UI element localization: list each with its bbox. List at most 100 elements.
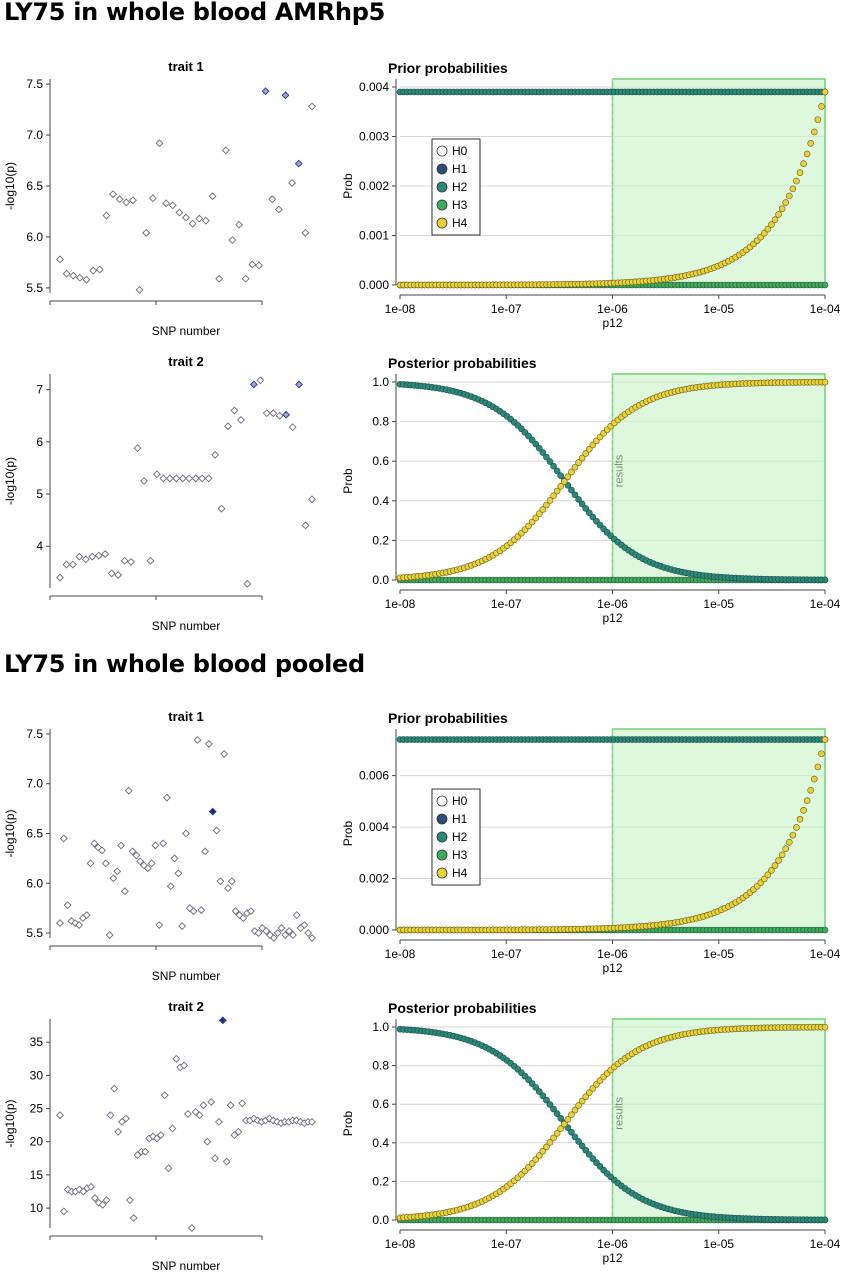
snp-point <box>166 882 175 891</box>
snp-point <box>62 560 71 569</box>
h4-point <box>760 229 768 237</box>
x-tick-label: 1e-06 <box>597 1237 628 1251</box>
highlighted-snp-point <box>249 380 258 389</box>
snp-point <box>201 847 210 856</box>
snp-point <box>82 911 91 920</box>
y-tick-label: 0.000 <box>359 278 389 292</box>
h4-point <box>557 1125 565 1132</box>
h4-point <box>760 875 768 883</box>
snp-point <box>164 1164 173 1173</box>
snp-point <box>185 474 194 483</box>
snp-point <box>211 1154 220 1163</box>
y-tick-label: 0.002 <box>359 872 389 886</box>
h2-point <box>553 1110 561 1117</box>
snp-point <box>165 474 174 483</box>
h2-point <box>546 1101 554 1108</box>
snp-point <box>255 261 263 270</box>
snp-point <box>172 1054 181 1063</box>
highlighted-snp-point <box>295 380 304 389</box>
snp-point <box>148 194 157 203</box>
y-tick-label: 25 <box>30 1102 44 1116</box>
snp-point <box>184 1109 192 1118</box>
plot-title: Prior probabilities <box>388 710 508 726</box>
snp-point <box>94 551 103 560</box>
h4-point <box>782 199 790 206</box>
h2-point <box>821 1216 829 1224</box>
x-tick-label: 1e-07 <box>491 597 522 611</box>
y-tick-label: 6 <box>36 435 43 449</box>
y-tick-label: 1.0 <box>372 375 389 389</box>
legend-label: H0 <box>452 794 468 808</box>
h4-point <box>771 862 779 869</box>
snp-point <box>102 211 111 220</box>
highlighted-snp-point <box>282 410 291 419</box>
snp-point <box>135 286 144 294</box>
vline-label: results <box>614 454 626 487</box>
x-tick-label: 1e-05 <box>703 597 734 611</box>
h4-point <box>546 497 554 504</box>
h4-point <box>546 1139 554 1146</box>
snp-point <box>109 874 118 883</box>
snp-point <box>56 919 64 928</box>
x-tick-label: 1e-04 <box>810 302 841 316</box>
h4-point <box>564 1116 572 1123</box>
prior-probabilities-amrhp5: Prior probabilities 0.000 0.001 0.002 0.003 0… <box>341 60 841 330</box>
y-tick-label: 15 <box>30 1168 44 1182</box>
snp-point <box>59 1207 68 1216</box>
h4-point <box>532 1156 540 1163</box>
h4-point <box>818 103 825 110</box>
snp-point <box>63 901 72 910</box>
h2-point <box>553 467 561 475</box>
y-tick-label: 5.5 <box>26 926 43 940</box>
h3-point <box>821 281 829 289</box>
snp-point <box>224 422 232 431</box>
snp-point <box>208 192 217 201</box>
y-tick-label: 7.5 <box>26 727 43 741</box>
h4-point <box>589 441 597 449</box>
snp-point <box>75 921 84 929</box>
snp-point <box>227 877 236 886</box>
h2-point <box>532 440 540 448</box>
legend-label: H3 <box>452 198 468 212</box>
snp-point <box>308 495 316 504</box>
h4-point <box>800 807 807 814</box>
h2-point <box>821 576 829 584</box>
y-tick-label: 6.5 <box>26 827 43 841</box>
snp-point <box>241 274 250 283</box>
snp-point <box>308 1117 316 1126</box>
snp-point <box>140 861 148 870</box>
y-axis-label: Prob <box>341 1111 355 1137</box>
h2-point <box>532 1084 540 1091</box>
snp-point <box>273 1117 282 1126</box>
snp-point <box>56 573 64 582</box>
snp-point <box>248 260 257 269</box>
h4-point <box>575 459 582 466</box>
y-tick-label: 0.0 <box>372 1213 389 1227</box>
snp-point <box>75 273 84 282</box>
y-tick-label: 0.000 <box>359 923 389 937</box>
h2-point <box>582 505 590 512</box>
legend-swatch <box>436 795 448 807</box>
h4-point <box>568 1111 575 1119</box>
h4-point <box>796 169 804 177</box>
snp-point <box>204 739 213 748</box>
snp-point <box>308 934 316 942</box>
snp-point <box>220 749 229 758</box>
h4-point <box>560 478 568 485</box>
x-tick-label: 1e-08 <box>385 947 416 961</box>
h4-point <box>535 1152 543 1159</box>
shaded-region <box>611 373 826 581</box>
snp-point <box>172 474 181 483</box>
shaded-region <box>611 1018 826 1221</box>
snp-point <box>189 907 198 916</box>
snp-point <box>235 911 244 920</box>
snp-point <box>265 1114 274 1123</box>
x-tick-label: 1e-08 <box>385 597 416 611</box>
x-axis-label: SNP number <box>152 1259 220 1273</box>
h2-point <box>575 496 582 503</box>
snp-point <box>75 552 84 561</box>
snp-point <box>117 841 126 850</box>
h4-point <box>582 450 590 457</box>
snp-point <box>215 1117 223 1126</box>
y-tick-label: 0.0 <box>372 573 389 587</box>
